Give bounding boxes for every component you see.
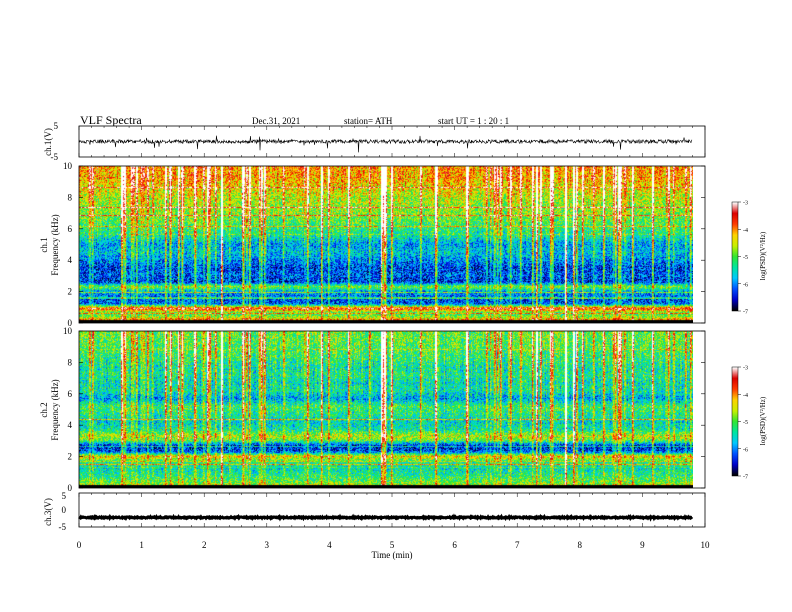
ch2-spec-ylabel-channel: ch.2 bbox=[39, 402, 49, 417]
x-tick-label: 6 bbox=[452, 540, 457, 550]
ch1-spec-frame bbox=[78, 165, 706, 324]
ch1-ylabel: ch.1(V) bbox=[43, 128, 53, 156]
x-axis-label: Time (min) bbox=[372, 550, 413, 560]
ch1-spec-yticks: 0 2 4 6 8 10 bbox=[63, 161, 705, 328]
ch1-colorbar-ticks: -3 -4 -5 -6 -7 bbox=[738, 201, 748, 316]
ch3-frame bbox=[78, 492, 706, 528]
date-label: Dec.31, 2021 bbox=[252, 116, 300, 126]
ch3-waveform-line bbox=[78, 513, 694, 522]
ch1-colorbar bbox=[732, 202, 738, 311]
colorbar-tick-label: -4 bbox=[743, 393, 748, 399]
x-tick-label: 10 bbox=[701, 540, 711, 550]
ch3-ytick-top: 5 bbox=[62, 491, 67, 501]
y-tick-label: 4 bbox=[68, 420, 73, 430]
x-tick-label: 4 bbox=[327, 540, 332, 550]
y-tick-label: 8 bbox=[68, 357, 73, 367]
x-axis-tick-labels: 0 1 2 3 4 5 6 7 8 9 10 bbox=[77, 540, 710, 550]
y-tick-label: 6 bbox=[68, 389, 73, 399]
colorbar-tick-label: -3 bbox=[743, 366, 748, 372]
figure-title: VLF Spectra bbox=[80, 113, 142, 127]
x-tick-label: 5 bbox=[390, 540, 395, 550]
x-tick-label: 8 bbox=[578, 540, 583, 550]
y-tick-label: 10 bbox=[63, 326, 73, 336]
x-tick-label: 1 bbox=[139, 540, 144, 550]
ch2-spec-yticks: 0 2 4 6 8 10 bbox=[63, 326, 705, 493]
colorbar-tick-label: -6 bbox=[743, 282, 748, 288]
colorbar-tick-label: -5 bbox=[743, 420, 748, 426]
x-tick-label: 3 bbox=[265, 540, 270, 550]
y-tick-label: 6 bbox=[68, 224, 73, 234]
y-tick-label: 10 bbox=[63, 161, 73, 171]
y-tick-label: 2 bbox=[68, 452, 73, 462]
ch2-spec-ylabel-frequency: Frequency (kHz) bbox=[50, 379, 60, 440]
ch2-colorbar bbox=[732, 367, 738, 476]
ch3-ticks bbox=[78, 493, 706, 527]
ch2-spec-frame bbox=[78, 330, 706, 489]
ch1-ticks bbox=[78, 126, 706, 157]
colorbar-tick-label: -5 bbox=[743, 255, 748, 261]
ch3-ytick-bottom: -5 bbox=[59, 522, 67, 532]
ch1-waveform-panel: 5 -5 ch.1(V) bbox=[43, 121, 706, 162]
ch3-ylabel: ch.3(V) bbox=[43, 498, 53, 526]
colorbar-tick-label: -7 bbox=[743, 475, 748, 481]
ch3-waveform-panel: 5 0 -5 ch.3(V) bbox=[43, 491, 706, 532]
x-tick-label: 2 bbox=[202, 540, 207, 550]
y-tick-label: 0 bbox=[68, 318, 73, 328]
colorbar-tick-label: -6 bbox=[743, 447, 748, 453]
ch2-colorbar-label: log(PSD)(V²/Hz) bbox=[759, 396, 767, 445]
x-tick-label: 9 bbox=[640, 540, 645, 550]
ch1-spec-ylabel-frequency: Frequency (kHz) bbox=[50, 214, 60, 275]
y-tick-label: 0 bbox=[68, 483, 73, 493]
ch2-spectrogram-image bbox=[79, 331, 693, 488]
ch1-ytick-bottom: -5 bbox=[51, 152, 59, 162]
y-tick-label: 4 bbox=[68, 255, 73, 265]
y-tick-label: 8 bbox=[68, 192, 73, 202]
colorbar-tick-label: -3 bbox=[743, 201, 748, 207]
x-tick-label: 7 bbox=[515, 540, 520, 550]
y-tick-label: 2 bbox=[68, 287, 73, 297]
ch1-spec-ylabel-channel: ch.1 bbox=[39, 237, 49, 252]
ch1-waveform-line bbox=[78, 135, 693, 153]
colorbar-tick-label: -7 bbox=[743, 310, 748, 316]
station-label: station= ATH bbox=[344, 116, 393, 126]
colorbar-tick-label: -4 bbox=[743, 228, 748, 234]
ch1-ytick-top: 5 bbox=[54, 121, 59, 131]
ch3-ytick-mid: 0 bbox=[62, 505, 67, 515]
x-tick-label: 0 bbox=[77, 540, 82, 550]
ch1-spectrogram-image bbox=[79, 166, 693, 323]
ch1-colorbar-label: log(PSD)(V²/Hz) bbox=[759, 231, 767, 280]
ch2-colorbar-ticks: -3 -4 -5 -6 -7 bbox=[738, 366, 748, 481]
start-time-label: start UT = 1 : 20 : 1 bbox=[438, 116, 509, 126]
